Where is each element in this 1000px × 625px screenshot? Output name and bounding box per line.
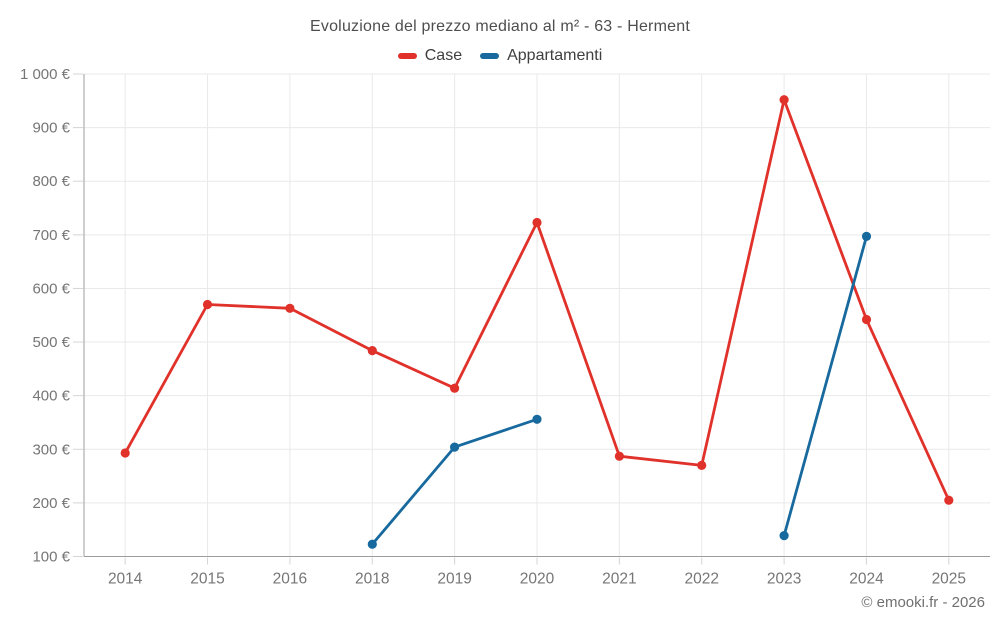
svg-text:2025: 2025: [932, 571, 966, 588]
svg-text:1 000 €: 1 000 €: [20, 66, 71, 83]
svg-text:100 €: 100 €: [32, 549, 70, 566]
svg-text:2020: 2020: [520, 571, 555, 588]
legend-label-appartamenti: Appartamenti: [507, 47, 603, 64]
svg-text:2023: 2023: [767, 571, 801, 588]
legend-item-case[interactable]: Case: [397, 47, 463, 65]
legend-label-case: Case: [424, 47, 463, 64]
legend-swatch-case-icon: [397, 53, 417, 59]
svg-text:2018: 2018: [355, 571, 389, 588]
chart-title: Evoluzione del prezzo mediano al m² - 63…: [310, 18, 690, 35]
chart-legend: Case Appartamenti: [0, 47, 1000, 65]
svg-text:600 €: 600 €: [32, 280, 70, 297]
svg-text:2022: 2022: [684, 571, 718, 588]
svg-text:2014: 2014: [108, 571, 143, 588]
svg-text:2019: 2019: [437, 571, 471, 588]
svg-text:2015: 2015: [190, 571, 224, 588]
svg-text:500 €: 500 €: [32, 334, 70, 351]
copyright-credit: © emooki.fr - 2026: [861, 594, 985, 611]
svg-text:300 €: 300 €: [32, 441, 70, 458]
legend-item-appartamenti[interactable]: Appartamenti: [480, 47, 602, 65]
svg-text:700 €: 700 €: [32, 227, 70, 244]
svg-text:2016: 2016: [273, 571, 307, 588]
svg-text:2021: 2021: [602, 571, 636, 588]
svg-text:900 €: 900 €: [32, 120, 70, 137]
svg-text:200 €: 200 €: [32, 495, 70, 512]
svg-text:800 €: 800 €: [32, 173, 70, 190]
svg-text:2024: 2024: [849, 571, 884, 588]
legend-swatch-appartamenti-icon: [480, 53, 500, 59]
svg-text:400 €: 400 €: [32, 388, 70, 405]
